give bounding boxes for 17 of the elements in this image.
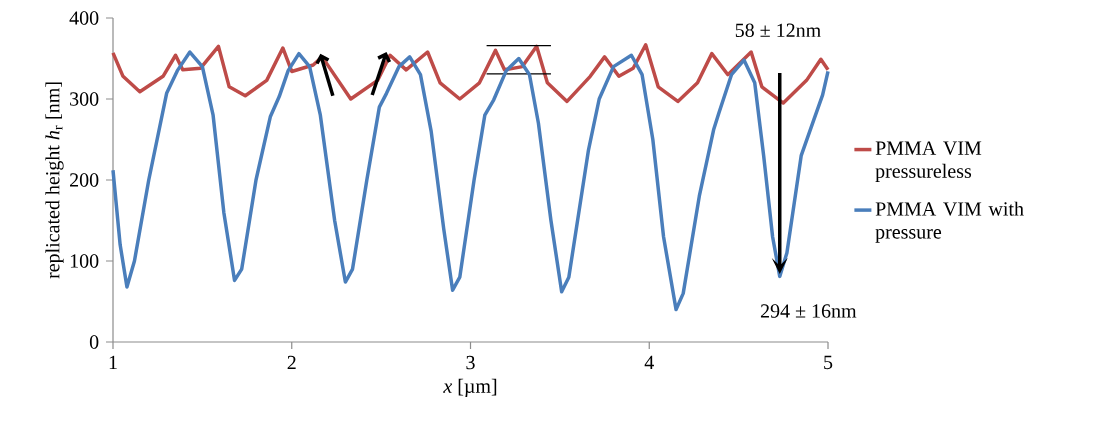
x-axis-title: x [µm] <box>443 378 497 397</box>
x-tick-label: 5 <box>824 355 833 370</box>
x-tick-label: 1 <box>109 355 117 370</box>
y-tick-label: 300 <box>70 92 99 106</box>
y-tick-label: 100 <box>70 254 99 268</box>
y-tick-label: 200 <box>70 173 99 187</box>
x-tick-label: 2 <box>287 355 296 370</box>
x-tick-label: 3 <box>466 355 475 370</box>
y-tick-label: 400 <box>69 11 99 25</box>
line-series <box>111 42 830 105</box>
legend-label: PMMA VIM pressureless <box>875 141 982 182</box>
y-axis-title: replicated height h$_{r}$ [nm] <box>45 82 64 279</box>
x-tick-label: 4 <box>644 355 654 370</box>
y-tick-label: 0 <box>89 335 99 349</box>
annotation: 294 ± 16nm <box>760 304 857 318</box>
legend-label: PMMA VIM with pressure <box>875 201 1024 243</box>
annotation: 58 ± 12nm <box>735 23 821 38</box>
